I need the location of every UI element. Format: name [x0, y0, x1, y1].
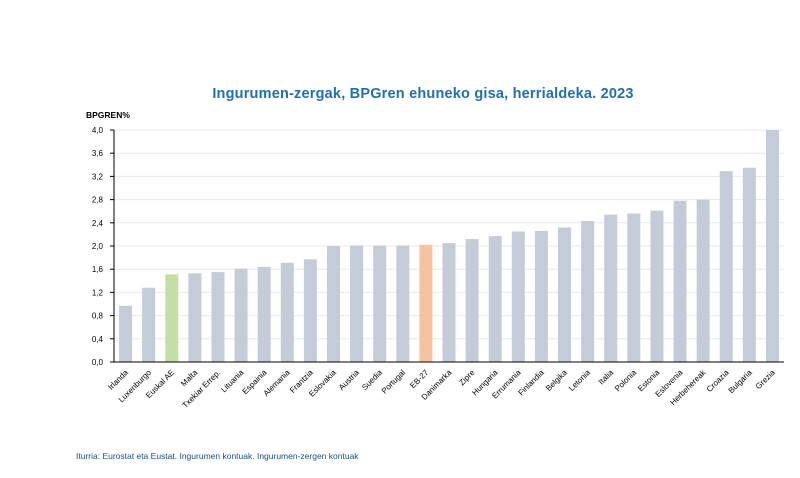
y-tick-label: 1,6 — [92, 265, 104, 274]
y-tick-label: 2,8 — [92, 196, 104, 205]
axes — [110, 129, 784, 363]
bar-grezia — [765, 130, 779, 362]
bar-espainia — [257, 266, 271, 362]
bar-eb-27 — [419, 244, 433, 362]
x-category-label: Bulgaria — [727, 368, 755, 396]
x-category-label: Finlandia — [517, 368, 547, 398]
bar-euskal-ae — [165, 274, 179, 362]
bar-finlandia — [534, 230, 548, 362]
chart-title: Ingurumen-zergak, BPGren ehuneko gisa, h… — [212, 86, 634, 102]
bar-malta — [188, 273, 202, 362]
y-tick-label: 0,0 — [92, 358, 104, 367]
bar-suedia — [373, 245, 387, 362]
x-category-label: Zipre — [457, 368, 477, 388]
bar-herbehereak — [696, 199, 710, 362]
source-note: Iturria: Eurostat eta Eustat. Ingurumen … — [76, 451, 359, 461]
bar-bulgaria — [742, 167, 756, 362]
bar-alemania — [280, 262, 294, 362]
y-axis-label: BPGREN% — [86, 110, 130, 120]
y-tick-label: 1,2 — [92, 288, 104, 297]
bar-luxenburgo — [142, 287, 156, 362]
bar-belgika — [558, 227, 572, 362]
bar-letonia — [581, 221, 595, 362]
x-category-label: Polonia — [613, 368, 639, 394]
x-category-label: Portugal — [380, 368, 408, 396]
x-category-label: Austria — [337, 368, 361, 392]
x-category-label: Letonia — [567, 368, 592, 393]
y-tick-label: 0,4 — [92, 335, 104, 344]
bar-frantzia — [303, 259, 317, 362]
y-tick-label: 2,0 — [92, 242, 104, 251]
y-tick-label: 2,4 — [92, 219, 104, 228]
x-category-label: Malta — [179, 368, 200, 389]
y-tick-labels: 0,0 0,4 0,8 1,2 1,6 2,0 2,4 2,8 3,2 3,6 4,0 — [92, 126, 104, 367]
x-category-label: Italia — [597, 368, 616, 387]
x-category-label: Belgika — [544, 368, 569, 393]
bar-danimarka — [442, 243, 456, 362]
bar-portugal — [396, 245, 410, 362]
bar-croazia — [719, 171, 733, 362]
y-tick-label: 4,0 — [92, 126, 104, 135]
bar-lituania — [234, 268, 248, 362]
y-tick-label: 0,8 — [92, 312, 104, 321]
bar-austria — [350, 245, 364, 362]
bar-estonia — [650, 210, 664, 362]
bars — [119, 130, 779, 362]
bar-zipre — [465, 239, 479, 362]
y-tick-label: 3,2 — [92, 172, 104, 181]
bar-irlanda — [119, 305, 133, 362]
bar-hungaria — [488, 236, 502, 362]
bar-eslovenia — [673, 200, 687, 362]
bar-italia — [604, 214, 618, 362]
bar-polonia — [627, 213, 641, 362]
x-category-label: Grezia — [754, 368, 777, 391]
bar-eslovakia — [326, 246, 340, 362]
y-tick-label: 3,6 — [92, 149, 104, 158]
bar-txekiar-errep — [211, 272, 225, 362]
bar-errumania — [511, 231, 525, 362]
